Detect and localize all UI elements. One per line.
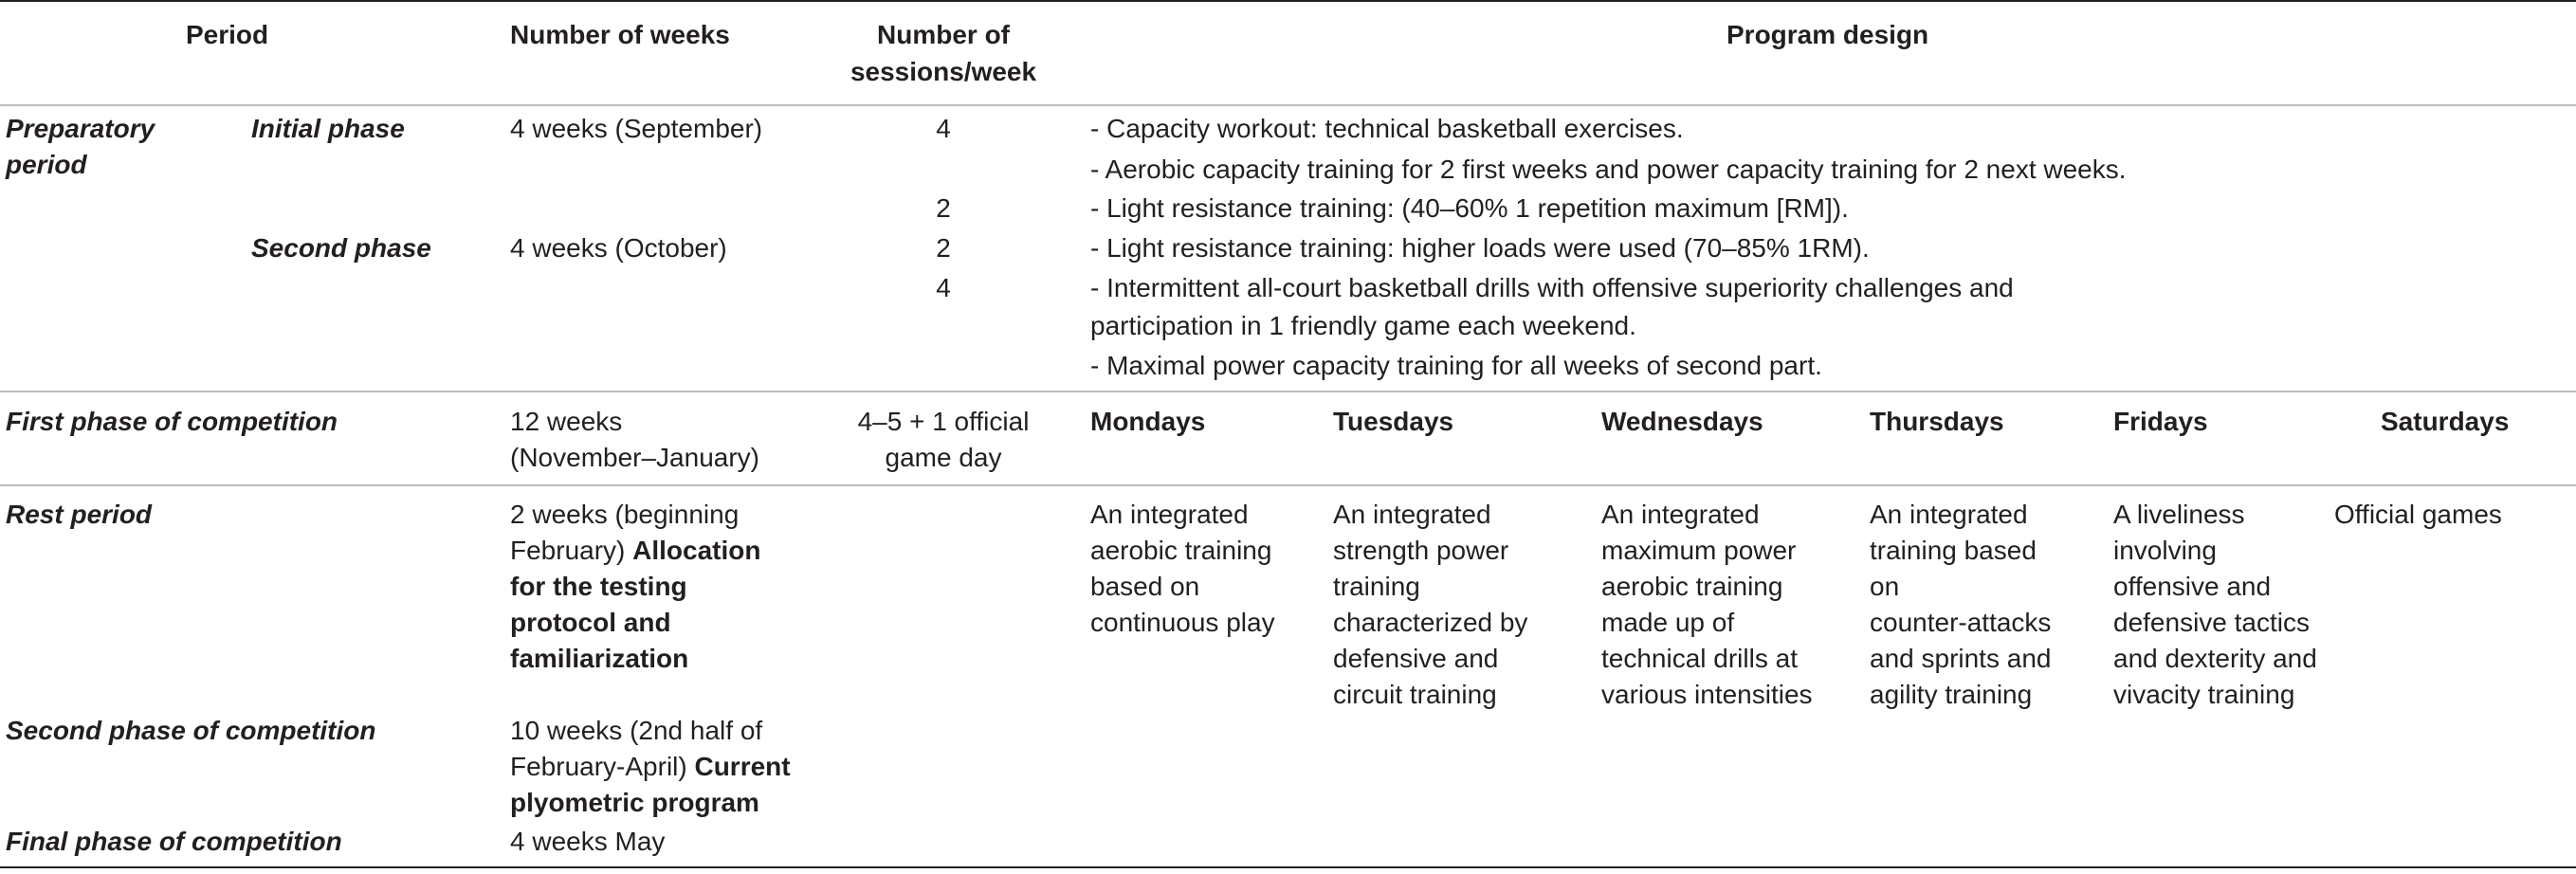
initial-phase-item-3: - Light resistance training: (40–60% 1 r… bbox=[1090, 193, 1849, 223]
friday-line-3: offensive and bbox=[2113, 572, 2272, 601]
saturday-text: Official games bbox=[2334, 500, 2502, 529]
header-weeks: Number of weeks bbox=[510, 20, 730, 49]
thursday-line-2: training based bbox=[1870, 536, 2037, 565]
tuesday-line-3: training bbox=[1333, 572, 1420, 601]
second-competition-weeks-2: February-April) Current bbox=[510, 749, 791, 785]
thursday-line-5: and sprints and bbox=[1870, 644, 2052, 673]
first-competition-weeks-2: (November–January) bbox=[510, 443, 759, 472]
second-phase-item-b-2: participation in 1 friendly game each we… bbox=[1090, 311, 1636, 340]
monday-line-3: based on bbox=[1090, 572, 1200, 601]
first-competition-label: First phase of competition bbox=[6, 407, 338, 436]
initial-phase-sessions: 4 bbox=[936, 114, 951, 143]
final-competition-weeks: 4 weeks May bbox=[510, 827, 666, 856]
friday-line-1: A liveliness bbox=[2113, 500, 2245, 529]
final-competition-label: Final phase of competition bbox=[6, 827, 342, 856]
wednesday-line-5: technical drills at bbox=[1601, 644, 1798, 673]
header-sessions-1: Number of bbox=[877, 20, 1010, 49]
friday-line-5: and dexterity and bbox=[2113, 644, 2317, 673]
first-competition-rule bbox=[0, 484, 2576, 486]
second-phase-sessions-b: 4 bbox=[936, 273, 951, 302]
tuesday-line-2: strength power bbox=[1333, 536, 1509, 565]
tuesday-line-1: An integrated bbox=[1333, 500, 1491, 529]
initial-phase-label: Initial phase bbox=[251, 114, 405, 143]
first-competition-weeks-1: 12 weeks bbox=[510, 407, 623, 436]
second-phase-item-b-1: - Intermittent all-court basketball dril… bbox=[1090, 273, 2014, 302]
first-competition-sessions-2: game day bbox=[885, 443, 1002, 472]
header-design: Program design bbox=[1726, 20, 1929, 49]
friday-line-4: defensive tactics bbox=[2113, 608, 2310, 637]
day-friday: Fridays bbox=[2113, 407, 2208, 436]
rest-label: Rest period bbox=[6, 500, 153, 529]
monday-line-4: continuous play bbox=[1090, 608, 1275, 637]
friday-line-6: vivacity training bbox=[2113, 680, 2295, 709]
second-competition-weeks-2-bold: Current bbox=[694, 752, 791, 781]
rest-weeks-2-plain: February) bbox=[510, 536, 626, 565]
initial-phase-item-1: - Capacity workout: technical basketball… bbox=[1090, 114, 1684, 143]
top-rule bbox=[0, 0, 2576, 2]
header-sessions-2: sessions/week bbox=[850, 57, 1037, 86]
tuesday-line-4: characterized by bbox=[1333, 608, 1528, 637]
second-phase-item-a: - Light resistance training: higher load… bbox=[1090, 233, 1870, 263]
second-phase-sessions-a: 2 bbox=[936, 233, 951, 263]
tuesday-line-6: circuit training bbox=[1333, 680, 1497, 709]
wednesday-line-3: aerobic training bbox=[1601, 572, 1783, 601]
wednesday-line-1: An integrated bbox=[1601, 500, 1760, 529]
bottom-rule bbox=[0, 866, 2576, 868]
second-phase-weeks: 4 weeks (October) bbox=[510, 233, 727, 263]
second-competition-weeks-2-plain: February-April) bbox=[510, 752, 687, 781]
thursday-line-1: An integrated bbox=[1870, 500, 2028, 529]
day-tuesday: Tuesdays bbox=[1333, 407, 1454, 436]
thursday-line-6: agility training bbox=[1870, 680, 2033, 709]
second-competition-weeks-3: plyometric program bbox=[510, 788, 759, 817]
day-saturday: Saturdays bbox=[2381, 407, 2510, 436]
thursday-line-3: on bbox=[1870, 572, 1900, 601]
wednesday-line-6: various intensities bbox=[1601, 680, 1813, 709]
day-monday: Mondays bbox=[1090, 407, 1206, 436]
preparatory-label-1: Preparatory bbox=[6, 114, 155, 143]
rest-weeks-3: for the testing bbox=[510, 572, 687, 601]
wednesday-line-4: made up of bbox=[1601, 608, 1735, 637]
preparatory-label-2: period bbox=[6, 150, 87, 179]
day-thursday: Thursdays bbox=[1870, 407, 2004, 436]
second-phase-label: Second phase bbox=[251, 233, 431, 263]
monday-line-2: aerobic training bbox=[1090, 536, 1272, 565]
friday-line-2: involving bbox=[2113, 536, 2217, 565]
wednesday-line-2: maximum power bbox=[1601, 536, 1797, 565]
day-wednesday: Wednesdays bbox=[1601, 407, 1763, 436]
rest-weeks-2: February) Allocation bbox=[510, 533, 761, 569]
initial-phase-item-2: - Aerobic capacity training for 2 first … bbox=[1090, 155, 2127, 184]
second-competition-label: Second phase of competition bbox=[6, 716, 376, 745]
second-phase-item-c: - Maximal power capacity training for al… bbox=[1090, 351, 1822, 380]
header-period: Period bbox=[186, 20, 269, 49]
rest-weeks-4: protocol and bbox=[510, 608, 671, 637]
first-competition-sessions-1: 4–5 + 1 official bbox=[857, 407, 1030, 436]
rest-weeks-1: 2 weeks (beginning bbox=[510, 500, 740, 529]
monday-line-1: An integrated bbox=[1090, 500, 1249, 529]
tuesday-line-5: defensive and bbox=[1333, 644, 1499, 673]
second-competition-weeks-1: 10 weeks (2nd half of bbox=[510, 716, 763, 745]
initial-phase-weeks: 4 weeks (September) bbox=[510, 114, 763, 143]
rest-weeks-2-bold: Allocation bbox=[632, 536, 761, 565]
preparatory-rule bbox=[0, 391, 2576, 392]
header-rule bbox=[0, 104, 2576, 106]
rest-weeks-5: familiarization bbox=[510, 644, 689, 673]
initial-phase-sessions-2: 2 bbox=[936, 193, 951, 223]
thursday-line-4: counter-attacks bbox=[1870, 608, 2052, 637]
